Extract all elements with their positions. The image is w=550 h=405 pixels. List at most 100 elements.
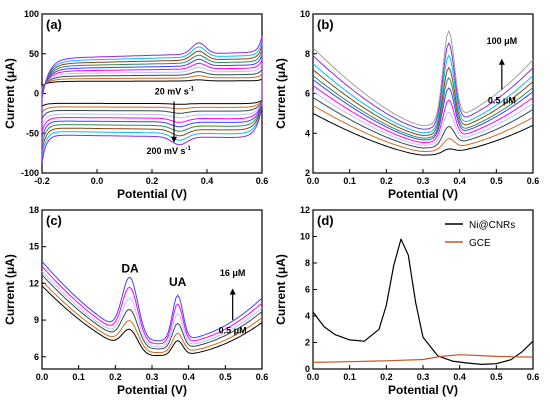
y-axis-label: Current (μA) xyxy=(3,254,17,325)
annotation-low-rate: 20 mV s-1 xyxy=(155,86,195,96)
x-axis-label: Potential (V) xyxy=(117,187,187,201)
x-tick-label: 0.2 xyxy=(146,176,159,186)
y-axis-label: Current (μA) xyxy=(3,58,17,129)
y-tick-label: 10 xyxy=(300,232,310,242)
x-tick-label: 0.2 xyxy=(380,372,393,382)
y-tick-label: 9 xyxy=(34,315,39,325)
cv-curve xyxy=(41,63,263,126)
x-tick-label: 0.4 xyxy=(182,372,195,382)
plot-frame xyxy=(312,209,534,370)
dpv-curve xyxy=(312,97,534,149)
arrow-head xyxy=(229,288,236,295)
dpv-curve xyxy=(312,42,534,130)
annotation-low-conc: 0.5 μM xyxy=(488,95,516,105)
x-tick-label: 0.1 xyxy=(343,372,356,382)
y-tick-label: -50 xyxy=(26,128,39,138)
x-tick-label: 0.3 xyxy=(417,176,430,186)
dpv-curve xyxy=(41,285,263,356)
panel-label: (c) xyxy=(46,213,62,228)
panel-label: (a) xyxy=(46,17,62,32)
y-tick-label: 6 xyxy=(34,352,39,362)
y-tick-label: 15 xyxy=(29,242,39,252)
legend-entry: Ni@CNRs xyxy=(469,220,515,231)
y-tick-label: 10 xyxy=(300,9,310,19)
dpv-curve xyxy=(312,29,534,127)
x-tick-label: 0.1 xyxy=(343,176,356,186)
annotation-ua: UA xyxy=(169,275,187,289)
dpv-curve xyxy=(41,280,263,354)
x-tick-label: 0.3 xyxy=(146,372,159,382)
x-tick-label: 0.2 xyxy=(380,176,393,186)
dpv-curve xyxy=(312,75,534,139)
x-tick-label: 0.3 xyxy=(417,372,430,382)
y-tick-label: 4 xyxy=(305,128,310,138)
y-tick-label: 8 xyxy=(305,49,310,59)
x-tick-label: 0.0 xyxy=(307,372,320,382)
dpv-curve xyxy=(312,54,534,134)
annotation-high-rate: 200 mV s-1 xyxy=(147,146,192,156)
arrow-head xyxy=(171,136,177,143)
series-line-1 xyxy=(312,354,534,363)
y-tick-label: 6 xyxy=(305,285,310,295)
x-tick-label: 0.4 xyxy=(201,176,214,186)
y-tick-label: 18 xyxy=(29,205,39,215)
y-tick-label: 100 xyxy=(24,9,39,19)
arrow-head xyxy=(498,58,505,65)
cv-curve xyxy=(41,68,263,121)
x-tick-label: 0.4 xyxy=(453,176,466,186)
x-tick-label: 0.6 xyxy=(527,176,540,186)
series-line-0 xyxy=(312,238,534,365)
dpv-curve xyxy=(312,112,534,156)
dpv-curve xyxy=(312,85,534,144)
dpv-curve xyxy=(41,274,263,350)
annotation-da: DA xyxy=(121,261,139,275)
cv-curve xyxy=(41,36,263,163)
x-axis-label: Potential (V) xyxy=(117,383,187,397)
y-tick-label: 50 xyxy=(29,49,39,59)
dpv-curve xyxy=(41,270,263,348)
x-tick-label: 0.5 xyxy=(490,372,503,382)
x-tick-label: 0.0 xyxy=(307,176,320,186)
x-tick-label: 0.0 xyxy=(36,372,49,382)
x-tick-label: -0.2 xyxy=(34,176,50,186)
annotation-low-conc: 0.5 μM xyxy=(219,326,247,336)
x-axis-label: Potential (V) xyxy=(388,383,458,397)
x-tick-label: 0.6 xyxy=(256,372,269,382)
y-tick-label: 8 xyxy=(305,258,310,268)
panel-label: (b) xyxy=(317,17,334,32)
y-tick-label: 2 xyxy=(305,168,310,178)
y-tick-label: 4 xyxy=(305,311,310,321)
y-axis-label: Current (μA) xyxy=(274,254,288,325)
dpv-curve xyxy=(41,265,263,345)
y-tick-label: 6 xyxy=(305,89,310,99)
y-tick-label: 12 xyxy=(29,278,39,288)
x-tick-label: 0.5 xyxy=(219,372,232,382)
y-tick-label: 2 xyxy=(305,338,310,348)
dpv-curve xyxy=(41,261,263,342)
y-axis-label: Current (μA) xyxy=(274,58,288,129)
cv-curve xyxy=(41,78,263,107)
x-tick-label: 0.4 xyxy=(453,372,466,382)
dpv-curve xyxy=(312,104,534,152)
x-axis-label: Potential (V) xyxy=(388,187,458,201)
legend-entry: GCE xyxy=(469,238,491,249)
x-tick-label: 0.5 xyxy=(490,176,503,186)
annotation-high-conc: 100 μM xyxy=(487,36,518,46)
x-tick-label: 0.6 xyxy=(256,176,269,186)
y-tick-label: -100 xyxy=(21,168,39,178)
y-tick-label: 0 xyxy=(34,89,39,99)
cv-curve xyxy=(41,45,263,151)
panel-label: (d) xyxy=(317,213,334,228)
panel-d: 0.0 0.1 0.2 0.3 0.4 0.5 0.6 0 2 4 6 8 10 12 Potential … xyxy=(274,205,539,397)
x-tick-label: 0.0 xyxy=(91,176,104,186)
plot-frame xyxy=(41,209,263,370)
cv-curve xyxy=(41,73,263,114)
x-tick-label: 0.1 xyxy=(72,372,85,382)
panel-b: 0.0 0.1 0.2 0.3 0.4 0.5 0.6 2 4 6 8 10 Potential (V)… xyxy=(274,9,539,201)
dpv-curve xyxy=(312,66,534,136)
dpv-curve xyxy=(312,91,534,146)
panel-a: -0.2 0.0 0.2 0.4 0.6 -100 -50 0 50 100 Potential (… xyxy=(3,9,268,201)
panel-c: 0.0 0.1 0.2 0.3 0.4 0.5 0.6 6 9 12 15 18 Potential (… xyxy=(3,205,268,397)
x-tick-label: 0.2 xyxy=(109,372,122,382)
